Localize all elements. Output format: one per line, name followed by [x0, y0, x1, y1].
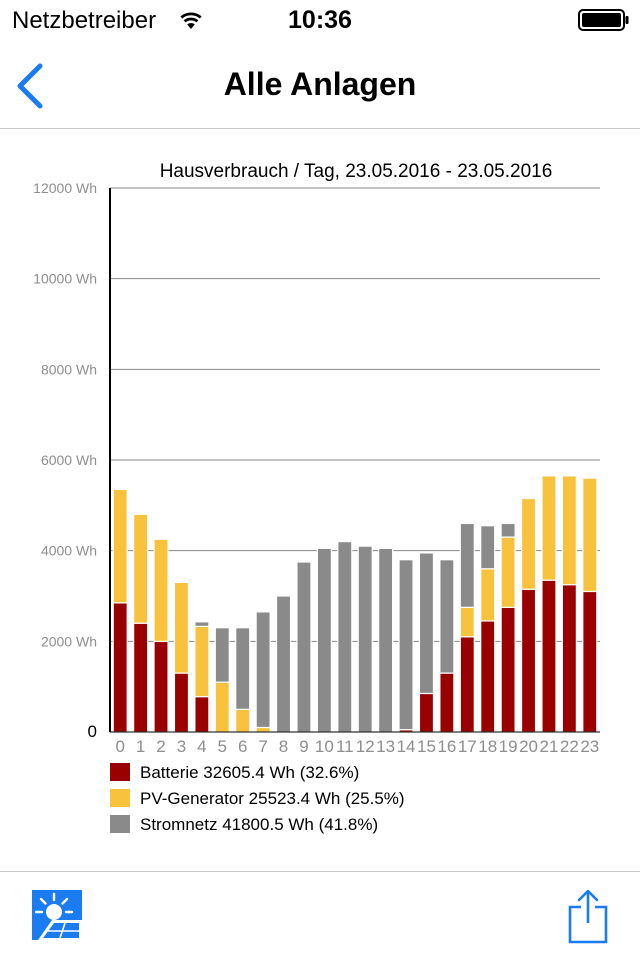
x-tick-label: 4 — [197, 737, 206, 756]
x-tick-label: 15 — [417, 737, 436, 756]
bar-segment-stromnetz — [255, 611, 271, 729]
x-tick-label: 9 — [299, 737, 308, 756]
bar-segment-pv-generator — [561, 475, 577, 586]
bar-segment-pv-generator — [500, 536, 516, 608]
navigation-bar: Alle Anlagen — [0, 40, 640, 129]
y-tick-label: 12000 Wh — [33, 180, 97, 196]
bar-segment-pv-generator — [133, 513, 149, 624]
x-tick-label: 8 — [279, 737, 288, 756]
chart-area: 0 2000 Wh 4000 Wh 6000 Wh 8000 Wh 10000 Wh 120… — [0, 129, 640, 870]
bar-segment-pv-generator — [541, 475, 557, 581]
bar-segment-batterie — [520, 588, 537, 733]
bar-segment-batterie — [500, 606, 516, 733]
x-tick-label: 1 — [136, 737, 145, 756]
status-time: 10:36 — [288, 6, 352, 34]
bar-segment-stromnetz — [214, 627, 230, 683]
bar-segment-stromnetz — [357, 545, 373, 733]
bar-segment-pv-generator — [235, 708, 251, 733]
bar-segment-stromnetz — [459, 522, 475, 608]
legend-swatch — [110, 789, 130, 807]
x-tick-label: 21 — [539, 737, 558, 756]
x-tick-label: 7 — [258, 737, 267, 756]
bar-segment-stromnetz — [337, 541, 353, 733]
bar-segment-pv-generator — [459, 606, 475, 638]
battery-full-icon — [578, 9, 629, 31]
bar-segment-pv-generator — [214, 681, 230, 733]
x-tick-label: 6 — [238, 737, 247, 756]
y-tick-label: 6000 Wh — [41, 452, 97, 468]
bar-segment-batterie — [153, 640, 169, 733]
bar-segment-batterie — [541, 579, 557, 733]
bar-segment-stromnetz — [296, 561, 312, 733]
page-title: Alle Anlagen — [223, 66, 417, 102]
y-tick-label: 4000 Wh — [41, 543, 97, 559]
bar-segment-pv-generator — [480, 568, 496, 622]
bar-segment-stromnetz — [194, 621, 210, 627]
x-tick-label: 16 — [437, 737, 456, 756]
x-tick-label: 12 — [356, 737, 375, 756]
bar-segment-stromnetz — [480, 525, 496, 570]
bar-segment-stromnetz — [275, 595, 292, 733]
share-button[interactable] — [566, 888, 610, 944]
x-tick-label: 0 — [115, 737, 124, 756]
bar-segment-batterie — [582, 590, 598, 733]
bottom-toolbar — [0, 871, 640, 961]
y-tick-label: 8000 Wh — [41, 361, 97, 377]
x-tick-label: 17 — [458, 737, 477, 756]
app-logo-button[interactable] — [32, 890, 82, 940]
bar-segment-pv-generator — [112, 488, 128, 604]
y-tick-label: 10000 Wh — [33, 271, 97, 287]
legend-swatch — [110, 763, 130, 781]
x-tick-label: 3 — [177, 737, 186, 756]
chevron-left-icon — [17, 63, 43, 109]
bar-segment-stromnetz — [439, 559, 455, 674]
x-tick-label: 13 — [376, 737, 395, 756]
x-tick-label: 14 — [397, 737, 416, 756]
legend-label: Batterie 32605.4 Wh (32.6%) — [140, 763, 359, 782]
bar-segment-batterie — [194, 696, 210, 733]
bar-segment-stromnetz — [500, 522, 516, 538]
bar-segment-stromnetz — [398, 559, 414, 731]
solar-panel-sun-icon — [32, 890, 82, 940]
bar-segment-batterie — [112, 602, 128, 733]
x-tick-label: 20 — [519, 737, 538, 756]
bar-segment-batterie — [439, 672, 455, 733]
bar-segment-batterie — [561, 584, 577, 733]
bar-segment-stromnetz — [418, 552, 435, 695]
x-tick-label: 10 — [315, 737, 334, 756]
x-tick-label: 11 — [336, 737, 354, 756]
bar-segment-batterie — [418, 692, 435, 733]
x-tick-label: 2 — [156, 737, 165, 756]
bar-segment-pv-generator — [520, 497, 537, 590]
wifi-icon — [180, 12, 202, 29]
bar-segment-stromnetz — [378, 547, 394, 733]
carrier-name: Netzbetreiber — [12, 7, 157, 34]
bar-segment-batterie — [480, 620, 496, 733]
x-tick-label: 22 — [560, 737, 579, 756]
legend-swatch — [110, 815, 130, 833]
bar-segment-batterie — [459, 636, 475, 733]
x-tick-label: 18 — [478, 737, 497, 756]
bar-segment-stromnetz — [235, 627, 251, 710]
bar-segment-pv-generator — [255, 726, 271, 733]
bar-segment-pv-generator — [194, 625, 210, 698]
bar-segment-pv-generator — [582, 477, 598, 593]
y-tick-label: 2000 Wh — [41, 633, 97, 649]
legend-label: Stromnetz 41800.5 Wh (41.8%) — [140, 815, 378, 834]
x-tick-label: 19 — [499, 737, 518, 756]
back-button[interactable] — [12, 62, 52, 110]
x-tick-label: 5 — [218, 737, 227, 756]
legend-label: PV-Generator 25523.4 Wh (25.5%) — [140, 789, 405, 808]
bar-segment-pv-generator — [153, 538, 169, 642]
x-tick-label: 23 — [580, 737, 599, 756]
chart-title: Hausverbrauch / Tag, 23.05.2016 - 23.05.… — [160, 161, 553, 182]
bar-segment-stromnetz — [316, 547, 332, 733]
status-bar: Netzbetreiber 10:36 — [0, 0, 640, 40]
bar-segment-batterie — [133, 622, 149, 733]
y-tick-label: 0 — [88, 722, 97, 741]
bar-segment-pv-generator — [173, 581, 190, 674]
share-icon — [568, 889, 608, 944]
bar-segment-batterie — [173, 672, 190, 733]
